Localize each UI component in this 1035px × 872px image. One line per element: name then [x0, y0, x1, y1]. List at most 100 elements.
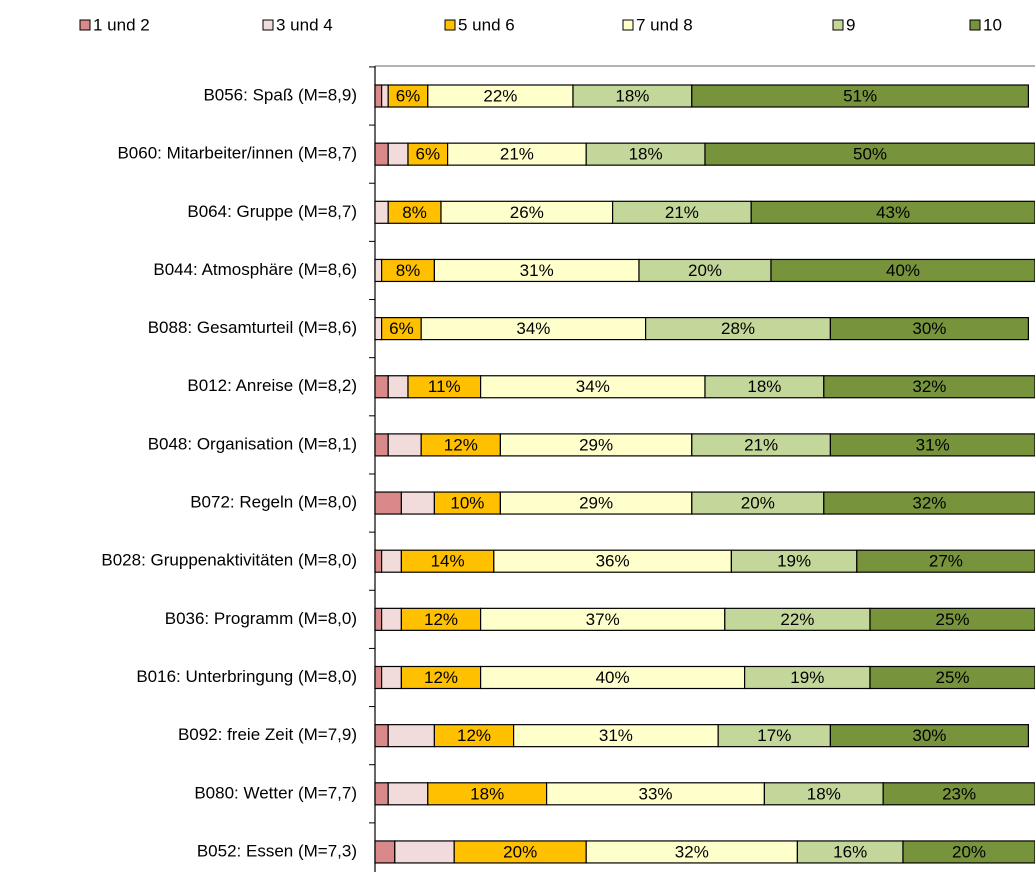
- legend-label: 10: [983, 15, 1002, 34]
- data-label: 22%: [483, 86, 517, 105]
- data-label: 19%: [777, 552, 811, 571]
- legend-swatch: [444, 19, 456, 31]
- data-label: 43%: [876, 203, 910, 222]
- legend-label: 7 und 8: [636, 15, 693, 34]
- data-label: 6%: [416, 145, 441, 164]
- data-label: 22%: [780, 610, 814, 629]
- data-label: 18%: [470, 784, 504, 803]
- bar-segment: [869, 665, 1035, 690]
- data-label: 27%: [929, 552, 963, 571]
- y-tick-label: B028: Gruppenaktivitäten (M=8,0): [101, 551, 357, 570]
- y-tick-label: B012: Anreise (M=8,2): [187, 376, 357, 395]
- bar-segment: [829, 433, 1035, 457]
- data-label: 40%: [596, 668, 630, 687]
- y-tick-label: B092: freie Zeit (M=7,9): [178, 725, 357, 744]
- data-label: 8%: [396, 261, 421, 280]
- bar-segment: [381, 607, 403, 631]
- bar-segment: [374, 665, 383, 690]
- data-label: 28%: [721, 319, 755, 338]
- bar-segment: [374, 258, 383, 283]
- data-label: 31%: [916, 435, 950, 454]
- bar-segment: [374, 433, 389, 457]
- data-label: 11%: [428, 377, 461, 396]
- data-label: 32%: [675, 842, 709, 861]
- data-label: 14%: [431, 552, 465, 571]
- y-tick-label: B052: Essen (M=7,3): [197, 841, 357, 860]
- data-label: 32%: [912, 377, 946, 396]
- y-tick-label: B072: Regeln (M=8,0): [190, 493, 357, 512]
- data-label: 40%: [886, 261, 920, 280]
- data-label: 34%: [516, 319, 550, 338]
- data-label: 6%: [396, 86, 421, 105]
- bar-segment: [394, 840, 455, 864]
- data-label: 6%: [389, 319, 414, 338]
- bar-segment: [400, 491, 435, 515]
- data-label: 50%: [853, 145, 887, 164]
- bar-segment: [387, 433, 422, 457]
- data-label: 16%: [833, 842, 867, 861]
- data-label: 29%: [579, 494, 613, 513]
- data-label: 37%: [586, 610, 620, 629]
- bar-segment: [691, 84, 1029, 108]
- legend-label: 3 und 4: [276, 15, 333, 34]
- data-label: 18%: [615, 86, 649, 105]
- data-label: 18%: [807, 784, 841, 803]
- bar-segment: [381, 84, 389, 108]
- bar-segment: [829, 317, 1030, 341]
- bar-segment: [374, 375, 389, 399]
- y-tick-label: B088: Gesamturteil (M=8,6): [148, 318, 357, 337]
- y-tick-label: B056: Spaß (M=8,9): [203, 85, 357, 104]
- data-label: 30%: [912, 319, 946, 338]
- data-label: 30%: [912, 726, 946, 745]
- data-label: 33%: [638, 784, 672, 803]
- data-label: 10%: [450, 494, 484, 513]
- data-label: 12%: [457, 726, 491, 745]
- legend-label: 1 und 2: [93, 15, 150, 34]
- bar-segment: [374, 840, 396, 864]
- bar-segment: [829, 724, 1030, 748]
- legend-label: 5 und 6: [458, 15, 515, 34]
- bar-segment: [882, 782, 1035, 806]
- bar-segment: [381, 665, 403, 690]
- bar-segment: [387, 782, 429, 806]
- y-tick-label: B048: Organisation (M=8,1): [148, 434, 357, 453]
- bar-segment: [750, 200, 1035, 224]
- legend-swatch: [622, 19, 634, 31]
- data-label: 20%: [952, 842, 986, 861]
- data-label: 21%: [665, 203, 699, 222]
- bar-segment: [374, 607, 383, 631]
- data-label: 8%: [402, 203, 427, 222]
- bar-segment: [381, 549, 403, 573]
- bar-segment: [704, 142, 1035, 166]
- legend-swatch: [79, 19, 91, 31]
- data-label: 17%: [757, 726, 791, 745]
- legend-swatch: [262, 19, 274, 31]
- data-label: 26%: [510, 203, 544, 222]
- bar-segment: [374, 549, 383, 573]
- y-tick-label: B036: Programm (M=8,0): [165, 609, 357, 628]
- data-label: 20%: [503, 842, 537, 861]
- data-label: 34%: [576, 377, 610, 396]
- data-label: 20%: [688, 261, 722, 280]
- bar-segment: [374, 782, 389, 806]
- data-label: 18%: [747, 377, 781, 396]
- legend-swatch: [832, 19, 844, 31]
- y-tick-label: B064: Gruppe (M=8,7): [187, 202, 357, 221]
- data-label: 12%: [424, 668, 458, 687]
- data-label: 31%: [520, 261, 554, 280]
- data-label: 21%: [500, 145, 534, 164]
- data-label: 32%: [912, 494, 946, 513]
- y-tick-label: B080: Wetter (M=7,7): [194, 783, 357, 802]
- legend-label: 9: [846, 15, 855, 34]
- bar-segment: [387, 142, 409, 166]
- y-tick-label: B044: Atmosphäre (M=8,6): [153, 260, 357, 279]
- data-label: 25%: [935, 610, 969, 629]
- bar-segment: [869, 607, 1035, 631]
- data-label: 51%: [843, 86, 877, 105]
- data-label: 12%: [424, 610, 458, 629]
- data-label: 36%: [596, 552, 630, 571]
- data-label: 29%: [579, 435, 613, 454]
- bar-segment: [374, 724, 389, 748]
- bar-segment: [387, 724, 436, 748]
